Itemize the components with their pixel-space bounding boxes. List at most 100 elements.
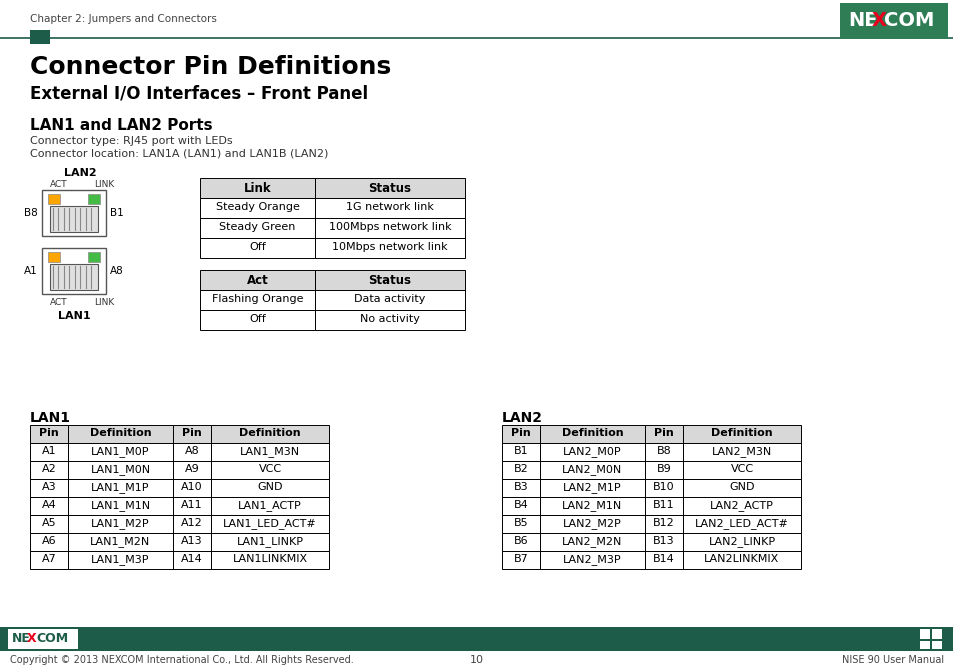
Bar xyxy=(172,425,211,443)
Text: A14: A14 xyxy=(181,554,203,564)
Bar xyxy=(30,443,68,461)
Text: LAN2_LED_ACT#: LAN2_LED_ACT# xyxy=(695,518,788,529)
Bar xyxy=(211,425,329,443)
Bar xyxy=(501,443,539,461)
Text: A3: A3 xyxy=(42,482,56,492)
Text: LAN2_M2N: LAN2_M2N xyxy=(561,536,622,547)
Text: Definition: Definition xyxy=(710,428,772,438)
Bar xyxy=(48,252,60,262)
Bar xyxy=(68,515,172,533)
Text: LAN2_LINKP: LAN2_LINKP xyxy=(708,536,775,547)
Bar xyxy=(30,425,68,443)
Bar xyxy=(644,443,682,461)
Bar xyxy=(919,641,929,649)
Bar xyxy=(644,515,682,533)
Text: A5: A5 xyxy=(42,518,56,528)
Text: A2: A2 xyxy=(42,464,56,474)
Text: LAN1_M0P: LAN1_M0P xyxy=(91,446,150,457)
Bar xyxy=(211,461,329,479)
Bar xyxy=(172,479,211,497)
Text: LAN1_M1P: LAN1_M1P xyxy=(91,482,150,493)
Bar xyxy=(314,178,464,198)
Text: LAN2_M1P: LAN2_M1P xyxy=(562,482,621,493)
Text: ACT: ACT xyxy=(50,298,68,307)
Text: External I/O Interfaces – Front Panel: External I/O Interfaces – Front Panel xyxy=(30,84,368,102)
Text: LAN1_M3N: LAN1_M3N xyxy=(240,446,300,457)
Bar xyxy=(682,425,801,443)
Text: LAN1_M2P: LAN1_M2P xyxy=(91,518,150,529)
Bar xyxy=(42,190,106,236)
Text: B10: B10 xyxy=(653,482,674,492)
Bar xyxy=(682,551,801,569)
Text: Status: Status xyxy=(368,274,411,287)
Text: B4: B4 xyxy=(513,500,528,510)
Text: LAN2_M2P: LAN2_M2P xyxy=(562,518,621,529)
Text: Copyright © 2013 NEXCOM International Co., Ltd. All Rights Reserved.: Copyright © 2013 NEXCOM International Co… xyxy=(10,655,354,665)
Text: LINK: LINK xyxy=(94,180,114,189)
Text: B6: B6 xyxy=(513,536,528,546)
Text: B1: B1 xyxy=(110,208,124,218)
Text: B9: B9 xyxy=(656,464,671,474)
Bar xyxy=(68,461,172,479)
Text: GND: GND xyxy=(728,482,754,492)
Bar xyxy=(0,627,953,651)
Bar xyxy=(314,290,464,310)
Text: LAN1_M1N: LAN1_M1N xyxy=(91,500,151,511)
Bar xyxy=(211,497,329,515)
Text: 10: 10 xyxy=(470,655,483,665)
Bar xyxy=(682,497,801,515)
Text: B11: B11 xyxy=(653,500,674,510)
Text: A4: A4 xyxy=(42,500,56,510)
Text: A8: A8 xyxy=(185,446,199,456)
Text: B3: B3 xyxy=(513,482,528,492)
Text: VCC: VCC xyxy=(730,464,753,474)
Text: Steady Green: Steady Green xyxy=(219,222,295,232)
Text: Status: Status xyxy=(368,182,411,195)
Bar xyxy=(200,178,314,198)
Text: NISE 90 User Manual: NISE 90 User Manual xyxy=(841,655,943,665)
Bar xyxy=(539,497,644,515)
Bar xyxy=(501,551,539,569)
Text: A12: A12 xyxy=(181,518,203,528)
Bar xyxy=(539,551,644,569)
Bar xyxy=(501,497,539,515)
Bar xyxy=(840,3,947,39)
Bar xyxy=(30,515,68,533)
Bar xyxy=(539,515,644,533)
Bar xyxy=(68,533,172,551)
Bar xyxy=(682,479,801,497)
Bar xyxy=(200,270,314,290)
Bar xyxy=(644,425,682,443)
Text: Off: Off xyxy=(249,314,266,324)
Bar xyxy=(314,238,464,258)
Text: LAN1_ACTP: LAN1_ACTP xyxy=(238,500,301,511)
Text: Steady Orange: Steady Orange xyxy=(215,202,299,212)
Text: B13: B13 xyxy=(653,536,674,546)
Bar xyxy=(172,515,211,533)
Bar xyxy=(42,248,106,294)
Text: LAN2: LAN2 xyxy=(501,411,542,425)
Bar xyxy=(68,425,172,443)
Text: Definition: Definition xyxy=(561,428,622,438)
Text: LAN2_M1N: LAN2_M1N xyxy=(561,500,622,511)
Bar xyxy=(931,641,941,649)
Text: B5: B5 xyxy=(513,518,528,528)
Text: LAN2: LAN2 xyxy=(64,168,96,178)
Bar xyxy=(539,425,644,443)
Bar xyxy=(200,310,314,330)
Bar xyxy=(211,479,329,497)
Text: Definition: Definition xyxy=(239,428,300,438)
Bar xyxy=(200,198,314,218)
Bar xyxy=(30,479,68,497)
Text: LAN1_M2N: LAN1_M2N xyxy=(91,536,151,547)
Bar xyxy=(919,629,929,639)
Text: VCC: VCC xyxy=(258,464,281,474)
Bar xyxy=(644,533,682,551)
Text: LAN2_M3N: LAN2_M3N xyxy=(711,446,771,457)
Text: Definition: Definition xyxy=(90,428,152,438)
Text: Connector type: RJ45 port with LEDs: Connector type: RJ45 port with LEDs xyxy=(30,136,233,146)
Text: 10Mbps network link: 10Mbps network link xyxy=(332,242,447,252)
Bar xyxy=(200,238,314,258)
Bar xyxy=(644,551,682,569)
Bar xyxy=(68,443,172,461)
